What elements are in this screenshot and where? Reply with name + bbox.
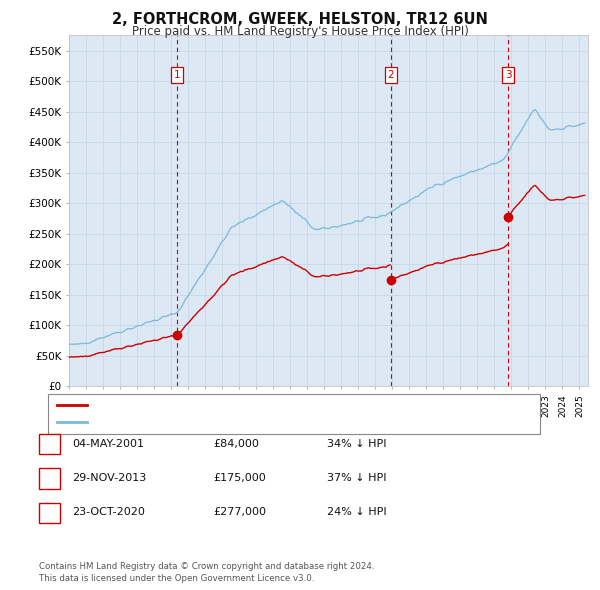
Text: £175,000: £175,000 bbox=[213, 473, 266, 483]
Text: Price paid vs. HM Land Registry's House Price Index (HPI): Price paid vs. HM Land Registry's House … bbox=[131, 25, 469, 38]
Text: 2, FORTHCROM, GWEEK, HELSTON, TR12 6UN (detached house): 2, FORTHCROM, GWEEK, HELSTON, TR12 6UN (… bbox=[94, 400, 427, 410]
Text: Contains HM Land Registry data © Crown copyright and database right 2024.
This d: Contains HM Land Registry data © Crown c… bbox=[39, 562, 374, 583]
Text: 04-MAY-2001: 04-MAY-2001 bbox=[72, 439, 144, 448]
Text: 23-OCT-2020: 23-OCT-2020 bbox=[72, 507, 145, 517]
Text: £84,000: £84,000 bbox=[213, 439, 259, 448]
Text: 37% ↓ HPI: 37% ↓ HPI bbox=[327, 473, 386, 483]
Text: 1: 1 bbox=[173, 70, 180, 80]
Text: 3: 3 bbox=[505, 70, 512, 80]
Text: 2: 2 bbox=[388, 70, 394, 80]
Text: 34% ↓ HPI: 34% ↓ HPI bbox=[327, 439, 386, 448]
Text: HPI: Average price, detached house, Cornwall: HPI: Average price, detached house, Corn… bbox=[94, 417, 332, 427]
Text: 1: 1 bbox=[46, 439, 53, 448]
Text: 2: 2 bbox=[46, 473, 53, 483]
Text: 29-NOV-2013: 29-NOV-2013 bbox=[72, 473, 146, 483]
Text: 2, FORTHCROM, GWEEK, HELSTON, TR12 6UN: 2, FORTHCROM, GWEEK, HELSTON, TR12 6UN bbox=[112, 12, 488, 27]
Text: £277,000: £277,000 bbox=[213, 507, 266, 517]
Text: 24% ↓ HPI: 24% ↓ HPI bbox=[327, 507, 386, 517]
Text: 3: 3 bbox=[46, 507, 53, 517]
